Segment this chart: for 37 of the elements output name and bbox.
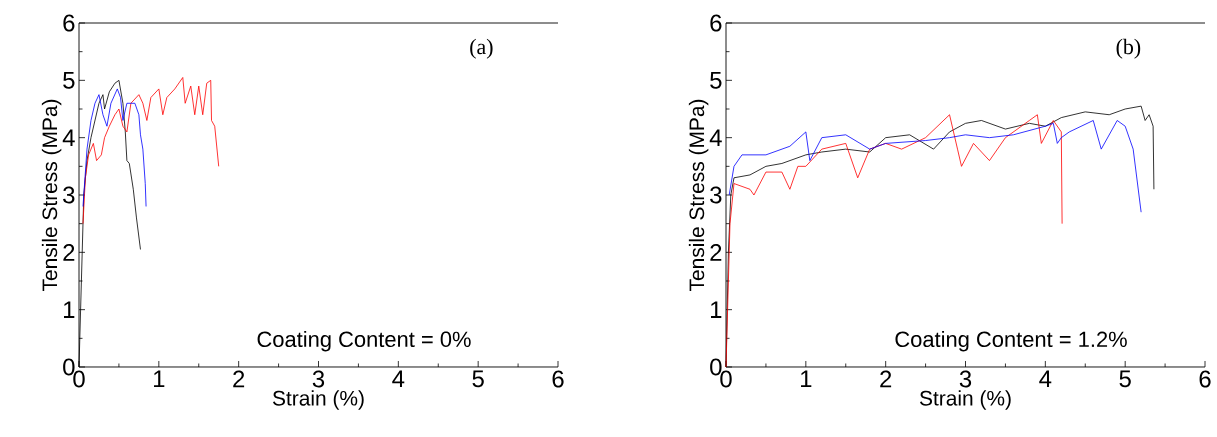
y-tick-label: 2 [63, 243, 75, 261]
annotation: Coating Content = 1.2% [895, 330, 1127, 352]
annotation: (b) [1116, 38, 1141, 59]
x-tick-label: 2 [880, 370, 892, 388]
y-tick-label: 6 [710, 14, 722, 32]
y-tick-label: 5 [710, 71, 722, 89]
x-tick-label: 1 [801, 370, 812, 387]
x-tick-label: 4 [392, 370, 405, 387]
y-axis-title: Tensile Stress (MPa) [688, 99, 709, 292]
x-tick-label: 3 [312, 370, 325, 388]
x-tick-label: 5 [472, 370, 484, 388]
y-tick-label: 4 [62, 129, 75, 146]
x-tick-label: 4 [1039, 370, 1052, 387]
y-tick-label: 2 [710, 243, 722, 261]
line-series [728, 120, 1142, 213]
y-tick-label: 3 [710, 186, 722, 204]
y-tick-label: 1 [711, 301, 722, 318]
x-tick-label: 3 [959, 370, 972, 388]
y-tick-label: 0 [710, 358, 722, 376]
y-tick-label: 1 [64, 301, 75, 318]
x-axis-title: Strain (%) [272, 390, 364, 410]
y-axis-title: Tensile Stress (MPa) [41, 99, 62, 292]
x-tick-label: 2 [233, 370, 245, 388]
y-tick-label: 6 [63, 14, 75, 32]
x-tick-label: 6 [552, 370, 564, 388]
x-tick-label: 6 [1199, 370, 1211, 388]
y-tick-label: 4 [709, 129, 722, 146]
x-tick-label: 5 [1119, 370, 1131, 388]
x-axis-title: Strain (%) [919, 390, 1011, 410]
annotation: Coating Content = 0% [257, 330, 471, 352]
y-tick-label: 0 [63, 358, 75, 376]
y-tick-label: 3 [63, 186, 75, 204]
line-series [82, 77, 220, 225]
x-tick-label: 1 [154, 370, 165, 387]
line-series [82, 88, 147, 207]
y-tick-label: 5 [63, 71, 75, 89]
annotation: (a) [470, 38, 493, 59]
